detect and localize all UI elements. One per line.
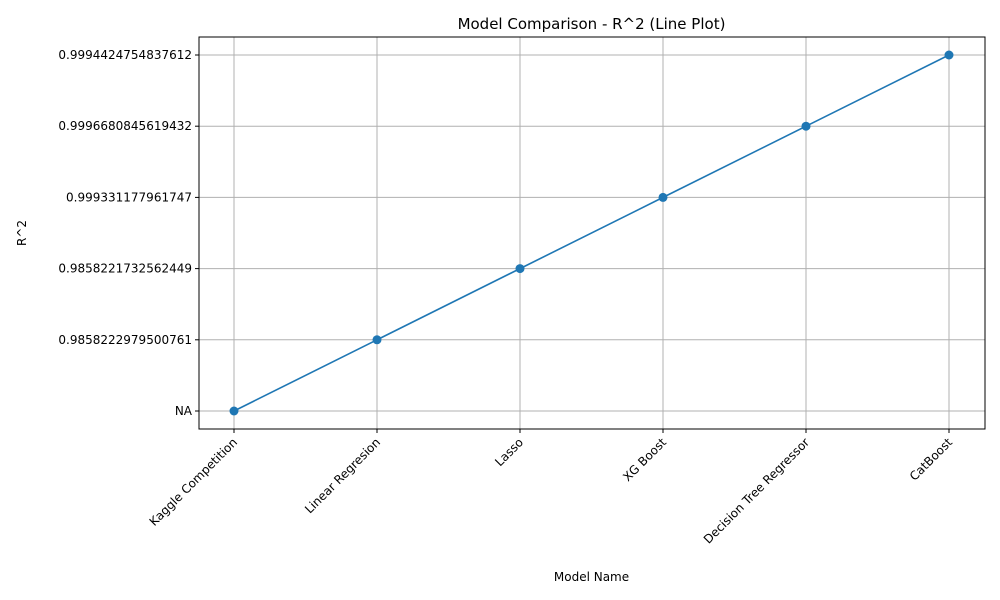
x-tick-label: XG Boost xyxy=(620,435,669,484)
y-tick-label: 0.9858222979500761 xyxy=(58,333,192,347)
data-point xyxy=(515,264,525,274)
plot-frame xyxy=(198,36,986,430)
x-tick-label: Kaggle Competition xyxy=(147,435,240,528)
data-point xyxy=(801,121,811,131)
x-tick-label: Linear Regresion xyxy=(302,435,383,516)
x-tick-label: Decision Tree Regressor xyxy=(701,435,812,546)
data-point xyxy=(658,192,668,202)
y-axis-label: R^2 xyxy=(15,220,29,246)
y-tick-label: 0.9996680845619432 xyxy=(58,119,192,133)
y-tick-label: 0.9994424754837612 xyxy=(58,48,192,62)
data-point xyxy=(944,50,954,60)
axis-layer: Kaggle Competition Linear Regresion Lasso X… xyxy=(58,48,955,546)
x-axis-label: Model Name xyxy=(554,570,629,584)
data-point xyxy=(229,406,239,416)
chart-title: Model Comparison - R^2 (Line Plot) xyxy=(458,15,726,33)
y-tick-label: 0.9858221732562449 xyxy=(58,262,192,276)
x-tick-label: Lasso xyxy=(492,435,526,469)
y-tick-label: NA xyxy=(175,404,193,418)
x-tick-label: CatBoost xyxy=(907,435,956,484)
series-layer xyxy=(229,50,954,416)
y-tick-label: 0.999331177961747 xyxy=(66,190,192,204)
grid-layer xyxy=(199,37,985,429)
series-line xyxy=(233,54,950,412)
data-point xyxy=(372,335,382,345)
